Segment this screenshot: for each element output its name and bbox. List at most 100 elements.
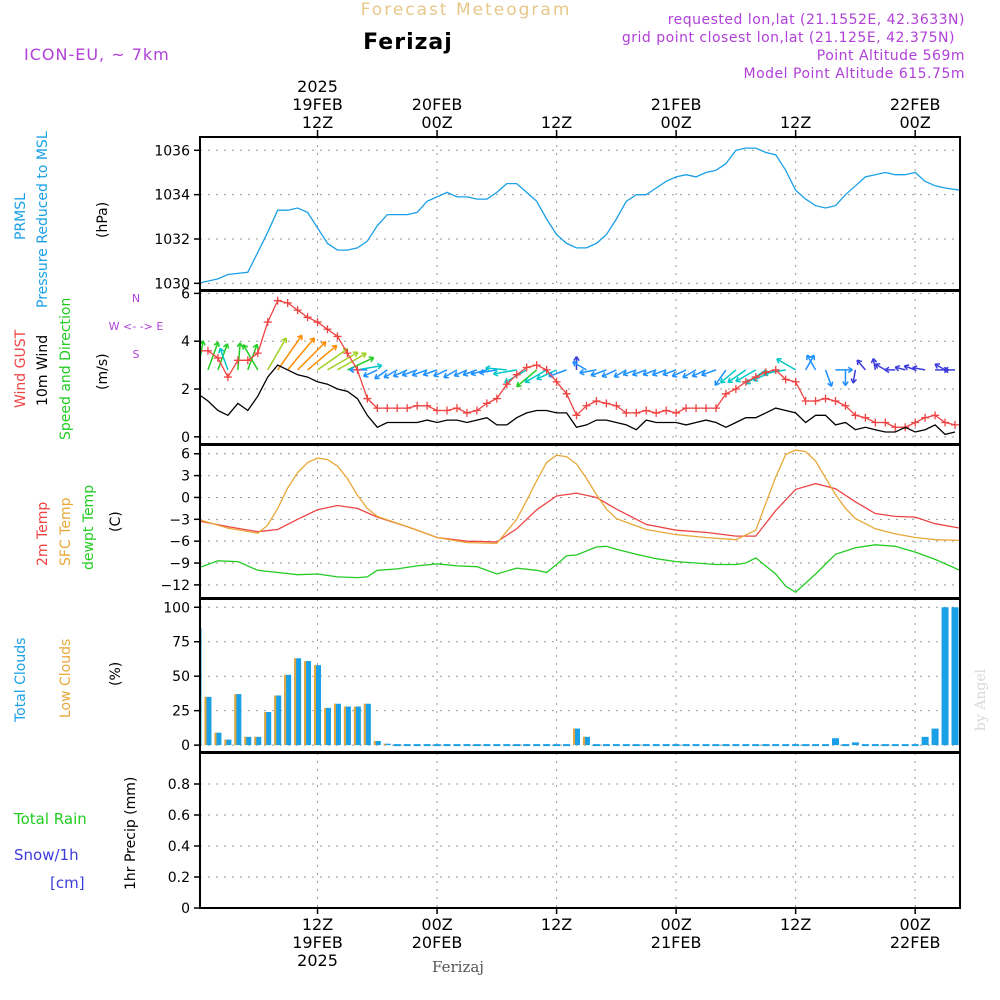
- wind-arrow: [374, 369, 388, 380]
- gust-marker: [731, 385, 740, 394]
- snow-unit-label: [cm]: [50, 874, 85, 892]
- gust-marker: [921, 413, 930, 422]
- gust-marker: [602, 399, 611, 408]
- clouds-data: [200, 607, 959, 747]
- pressure-name-label: PRMSL: [13, 193, 29, 240]
- precip-ytick-label: 0.2: [168, 870, 190, 886]
- gust-marker: [582, 401, 591, 410]
- gust-marker: [383, 404, 392, 413]
- time-label-bottom: 00Z: [660, 915, 691, 934]
- total-cloud-bar: [323, 707, 331, 746]
- clouds-ytick-label: 0: [181, 738, 190, 754]
- wind-arrow: [662, 369, 677, 376]
- wind-arrow-head: [223, 343, 230, 349]
- low-cloud-bar: [353, 706, 356, 746]
- wind-arrow: [493, 369, 517, 375]
- wind-arrow: [287, 337, 315, 371]
- wind-arrow-head: [309, 337, 316, 344]
- wind-arrow: [590, 369, 607, 377]
- gust-marker: [851, 411, 860, 420]
- wind-arrow: [642, 369, 657, 376]
- gust-marker: [721, 389, 730, 398]
- gust-marker: [662, 406, 671, 415]
- gust-marker: [592, 396, 601, 405]
- wind-arrow-head: [590, 371, 597, 378]
- wind-arrow: [402, 369, 418, 376]
- wind-arrow-head: [691, 371, 698, 378]
- wind-panel: 0 2 4 6: [181, 286, 961, 446]
- wind-arrow: [277, 334, 303, 371]
- total-cloud-bar: [214, 732, 222, 746]
- wind-arrow-head: [727, 377, 734, 384]
- wind-arrow-head: [281, 337, 288, 344]
- wind-arrow-head: [236, 342, 244, 348]
- compass-s-label: S: [133, 348, 140, 361]
- gust-marker: [761, 368, 770, 377]
- wind-arrow-head: [536, 374, 542, 381]
- wind-arrow-head: [392, 371, 399, 378]
- wind-arrow: [601, 369, 617, 378]
- wind-arrow-head: [352, 351, 359, 358]
- gust-marker: [263, 318, 272, 327]
- wind-arrow-head: [622, 370, 629, 377]
- wind-arrow: [433, 369, 448, 377]
- wind-arrow-head: [671, 371, 678, 378]
- temperature-ytick-label: −6: [169, 534, 190, 550]
- dewpt-label: dewpt Temp: [81, 485, 97, 570]
- wind-arrow-head: [579, 368, 585, 376]
- wind-arrow-head: [422, 370, 429, 377]
- gust-marker: [881, 418, 890, 427]
- low-clouds-label: Low Clouds: [58, 639, 74, 718]
- gust-marker: [373, 404, 382, 413]
- wind-arrow-head: [573, 356, 580, 362]
- time-label-top: 12Z: [302, 113, 333, 132]
- wind-arrow: [912, 366, 926, 371]
- wind-frame: [199, 290, 961, 445]
- time-label-bottom: 00Z: [900, 915, 931, 934]
- pressure-frame: [199, 136, 961, 291]
- time-label-top: 00Z: [900, 113, 931, 132]
- total-cloud-bar: [264, 712, 272, 746]
- wind-arrow-head: [383, 372, 390, 379]
- wind-arrow: [632, 369, 647, 376]
- credit-label: by Angel: [973, 668, 989, 731]
- time-label-bottom: 12Z: [541, 915, 572, 934]
- wind-arrow-head: [934, 363, 941, 369]
- clouds-ytick-label: 25: [172, 704, 190, 720]
- wind-arrow: [727, 369, 747, 384]
- temperature-ytick-label: 3: [181, 469, 190, 485]
- model-altitude: Model Point Altitude 615.75m: [744, 66, 965, 82]
- wind-arrow: [267, 337, 287, 371]
- gust-marker: [423, 401, 432, 410]
- wind-arrow-head: [462, 370, 469, 377]
- wind-arrow-head: [847, 366, 853, 374]
- wind-arrow-head: [242, 344, 249, 350]
- time-label-bottom: 12Z: [302, 915, 333, 934]
- time-label-bottom: 22FEB: [890, 933, 941, 952]
- wind-arrow-head: [714, 380, 721, 386]
- wind-arrow: [242, 344, 259, 371]
- temperature-labels: 2m Temp SFC Temp dewpt Temp (C): [35, 485, 124, 570]
- gust-marker: [283, 298, 292, 307]
- wind-arrow: [297, 341, 327, 371]
- wind-arrow: [894, 366, 906, 371]
- gust-marker: [682, 404, 691, 413]
- wind-arrow: [701, 369, 717, 376]
- low-cloud-bar: [333, 703, 336, 746]
- wind-arrow-head: [601, 371, 608, 378]
- gust-marker: [293, 306, 302, 315]
- gust-marker: [492, 394, 501, 403]
- footer-station: Ferizaj: [432, 958, 484, 976]
- wind-arrow: [852, 369, 857, 384]
- wind-arrow-head: [903, 364, 910, 371]
- wind-arrow-head: [368, 356, 375, 363]
- wind-arrow: [393, 369, 408, 377]
- wind-ytick-label: 2: [181, 382, 190, 398]
- low-cloud-bar: [214, 732, 217, 746]
- total-cloud-bar: [284, 674, 292, 746]
- total-cloud-bar: [343, 706, 351, 746]
- wind-arrow: [804, 354, 815, 371]
- snow-label: Snow/1h: [14, 846, 79, 864]
- wind-arrow-head: [827, 381, 834, 388]
- plot-layer: 10301032103410360246−12−9−6−303602550751…: [154, 77, 961, 970]
